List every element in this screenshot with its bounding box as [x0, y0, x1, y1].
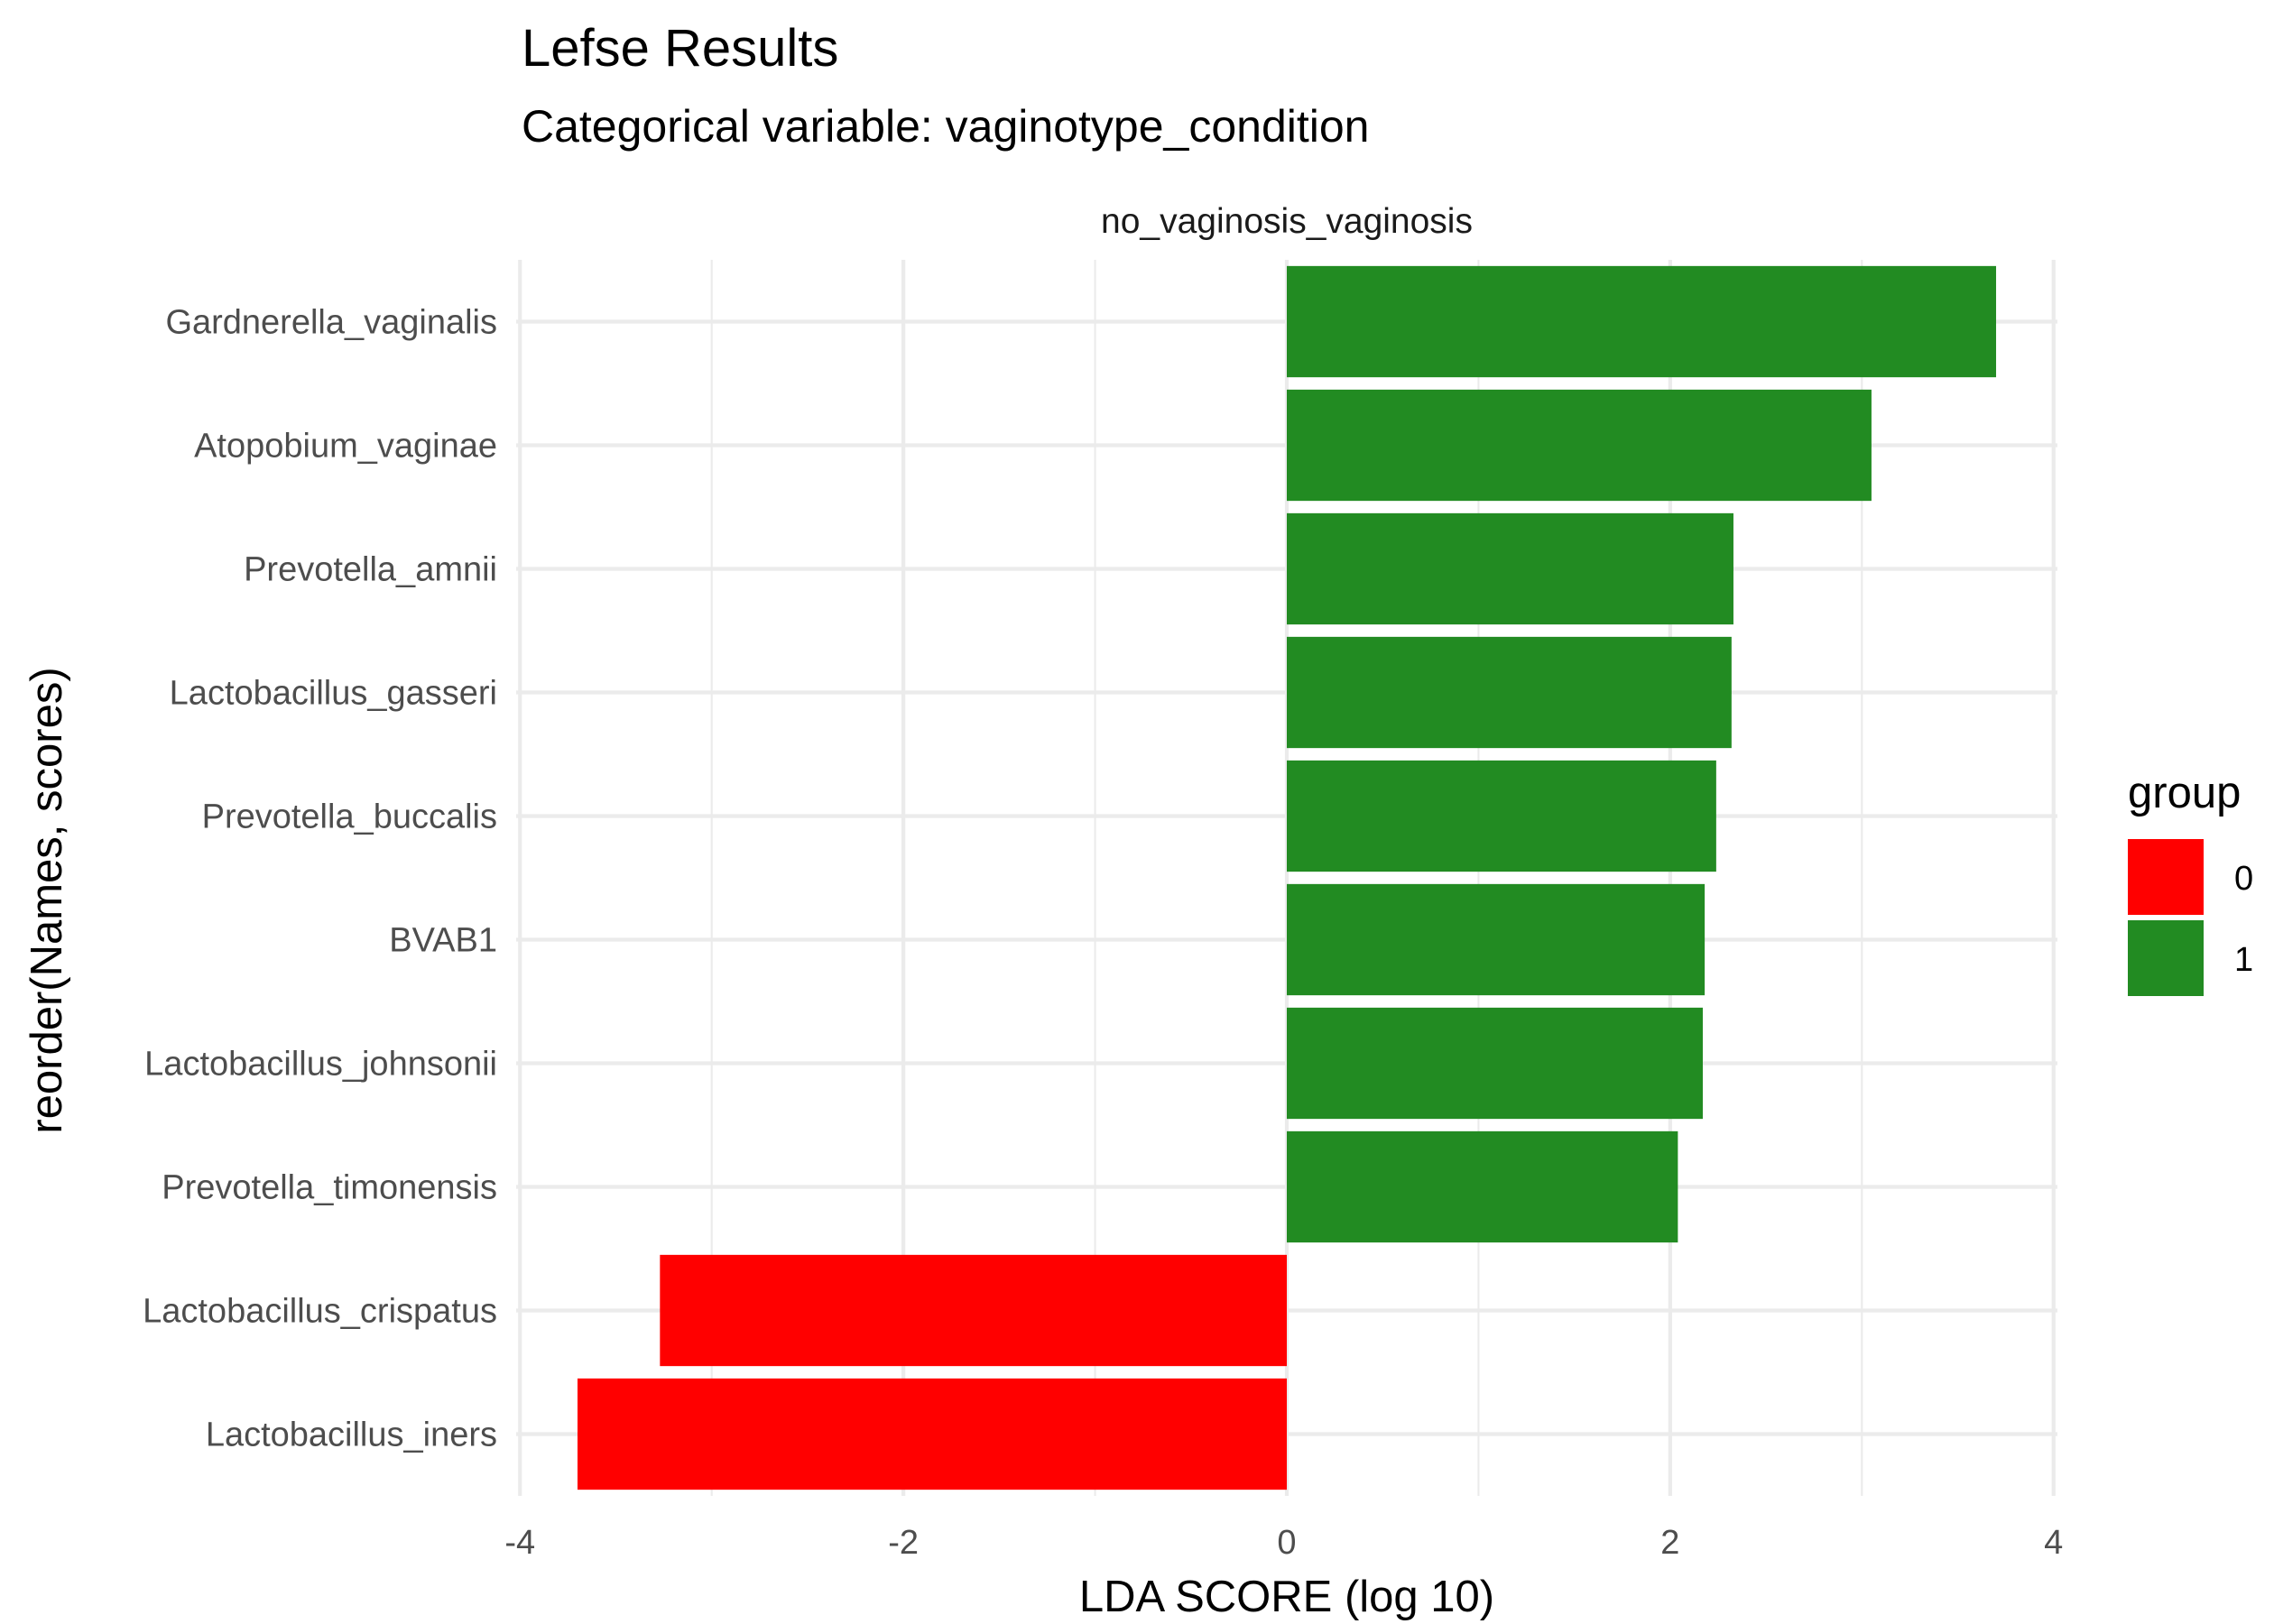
- legend-key-0: [2128, 839, 2204, 915]
- y-tick-label: Lactobacillus_iners: [206, 1416, 497, 1454]
- y-tick-labels: Gardnerella_vaginalis Atopobium_vaginae Pr…: [143, 304, 497, 1454]
- y-tick-label: Lactobacillus_crispatus: [143, 1293, 497, 1331]
- bar-lactobacillus-crispatus: [660, 1254, 1287, 1367]
- y-tick-label: Prevotella_timonensis: [162, 1169, 497, 1207]
- legend-label-0: 0: [2234, 860, 2253, 898]
- y-tick-label: Prevotella_amnii: [244, 551, 497, 589]
- x-tick-label: 4: [2044, 1524, 2063, 1562]
- bar-lactobacillus-johnsonii: [1287, 1007, 1703, 1120]
- bar-prevotella-buccalis: [1287, 760, 1716, 872]
- facet-strip-label: no_vaginosis_vaginosis: [1101, 202, 1473, 241]
- y-tick-label: BVAB1: [389, 922, 497, 960]
- x-tick-labels: -4 -2 0 2 4: [504, 1524, 2063, 1562]
- legend: group 0 1: [2128, 769, 2253, 996]
- x-axis-title: LDA SCORE (log 10): [1079, 1573, 1494, 1621]
- bar-atopobium-vaginae: [1287, 389, 1872, 502]
- legend-label-1: 1: [2234, 941, 2253, 979]
- y-axis-title: reorder(Names, scores): [23, 667, 71, 1133]
- x-tick-label: -4: [504, 1524, 535, 1562]
- bars: [577, 265, 1997, 1490]
- bar-lactobacillus-gasseri: [1287, 636, 1732, 749]
- bar-gardnerella-vaginalis: [1287, 265, 1997, 378]
- y-tick-label: Prevotella_buccalis: [202, 798, 497, 836]
- bar-prevotella-timonensis: [1287, 1130, 1678, 1243]
- y-tick-label: Gardnerella_vaginalis: [165, 304, 497, 342]
- chart-title: Lefse Results: [522, 19, 838, 78]
- y-tick-label: Atopobium_vaginae: [194, 428, 497, 466]
- x-tick-label: 2: [1660, 1524, 1679, 1562]
- bar-lactobacillus-iners: [577, 1378, 1287, 1490]
- x-tick-label: -2: [888, 1524, 919, 1562]
- y-tick-label: Lactobacillus_gasseri: [170, 675, 497, 713]
- legend-key-1: [2128, 920, 2204, 996]
- legend-title: group: [2128, 769, 2241, 817]
- chart-subtitle: Categorical variable: vaginotype_conditi…: [522, 101, 1369, 152]
- y-tick-label: Lactobacillus_johnsonii: [144, 1046, 497, 1084]
- bar-bvab1: [1287, 883, 1706, 996]
- bar-prevotella-amnii: [1287, 512, 1733, 625]
- x-tick-label: 0: [1277, 1524, 1296, 1562]
